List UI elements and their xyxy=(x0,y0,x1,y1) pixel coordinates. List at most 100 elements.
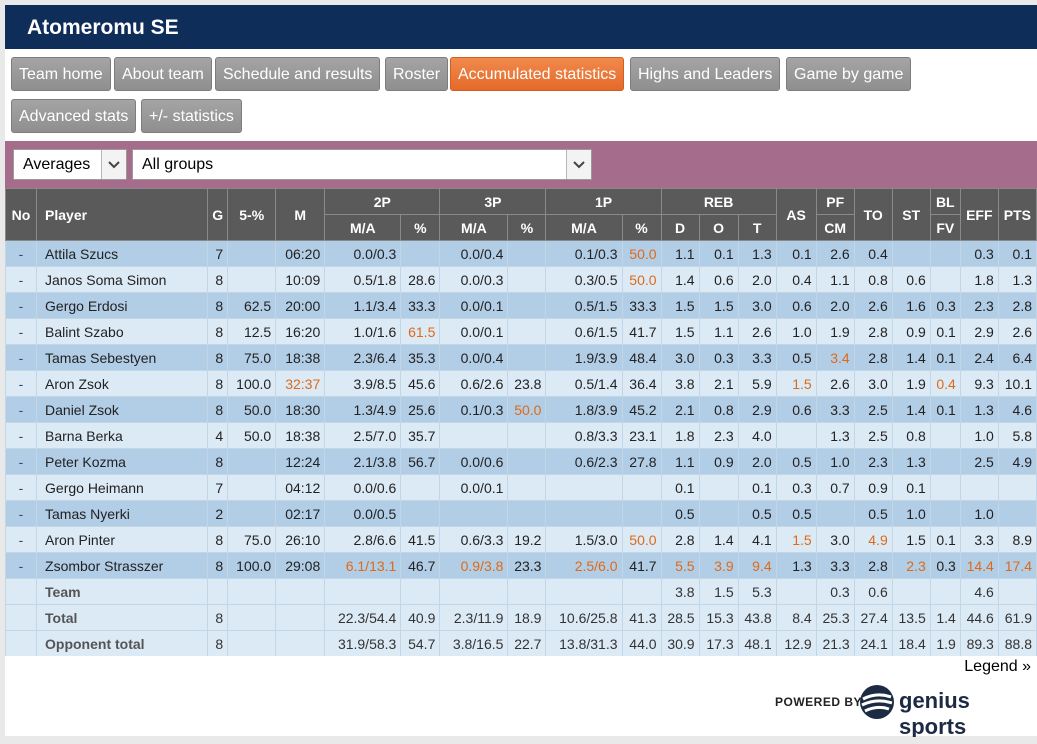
col-player[interactable]: Player xyxy=(36,188,209,241)
stat-cell-t: 1.3 xyxy=(737,240,777,267)
stat-cell-pf: 3.0 xyxy=(815,526,855,553)
total-cell-pf: 25.3 xyxy=(815,604,855,631)
col-st[interactable]: ST xyxy=(891,188,931,241)
stat-cell-p1p: 27.8 xyxy=(621,448,662,475)
stat-cell-five: 75.0 xyxy=(227,526,277,553)
stat-cell-p3ma: 0.0/0.6 xyxy=(439,448,509,475)
player-no: - xyxy=(4,318,38,345)
stat-cell-p1ma: 1.5/3.0 xyxy=(545,526,623,553)
stat-cell-p2ma: 2.8/6.6 xyxy=(324,526,402,553)
col-pf[interactable]: PF xyxy=(815,188,855,215)
player-name-link[interactable]: Peter Kozma xyxy=(36,448,209,475)
table-row: - Zsombor Strasszer 8 100.0 29:08 6.1/13.1 46.… xyxy=(4,552,1037,579)
col-to[interactable]: TO xyxy=(853,188,893,241)
stat-cell-d: 0.5 xyxy=(660,500,700,527)
player-name-link[interactable]: Gergo Erdosi xyxy=(36,292,209,319)
total-cell-d: 3.8 xyxy=(660,578,700,605)
stat-cell-bl: 0.1 xyxy=(929,396,961,423)
col-no[interactable]: No xyxy=(4,188,38,241)
stat-cell-o: 0.9 xyxy=(698,448,739,475)
col-2p-ma[interactable]: M/A xyxy=(324,214,402,241)
stat-cell-p1ma xyxy=(545,500,623,527)
col-five-pct[interactable]: 5-% xyxy=(227,188,277,241)
stat-cell-p3p xyxy=(507,474,547,501)
player-name-link[interactable]: Balint Szabo xyxy=(36,318,209,345)
stat-cell-p2ma: 2.5/7.0 xyxy=(324,422,402,449)
stat-cell-g: 8 xyxy=(207,344,229,371)
tab-roster[interactable]: Roster xyxy=(385,57,449,91)
player-name-link[interactable]: Aron Zsok xyxy=(36,370,209,397)
stat-cell-eff: 2.9 xyxy=(959,318,999,345)
tab-team-home[interactable]: Team home xyxy=(11,57,111,91)
col-1p-ma[interactable]: M/A xyxy=(545,214,623,241)
stat-cell-pf: 2.0 xyxy=(815,292,855,319)
stat-cell-eff: 2.3 xyxy=(959,292,999,319)
col-as[interactable]: AS xyxy=(775,188,817,241)
stat-cell-m: 26:10 xyxy=(275,526,326,553)
col-bl[interactable]: BL xyxy=(929,188,961,215)
player-no: - xyxy=(4,500,38,527)
player-name-link[interactable]: Barna Berka xyxy=(36,422,209,449)
stat-cell-pf xyxy=(815,500,855,527)
stat-cell-g: 4 xyxy=(207,422,229,449)
tab-accumulated-statistics[interactable]: Accumulated statistics xyxy=(450,57,625,91)
stat-cell-p2p: 61.5 xyxy=(400,318,441,345)
tab-highs-and-leaders[interactable]: Highs and Leaders xyxy=(630,57,781,91)
total-cell-pts: 61.9 xyxy=(997,604,1037,631)
col-reb-t[interactable]: T xyxy=(737,214,777,241)
col-1p-pct[interactable]: % xyxy=(621,214,662,241)
col-reb-d[interactable]: D xyxy=(660,214,700,241)
player-name-link[interactable]: Gergo Heimann xyxy=(36,474,209,501)
stat-cell-bl: 0.1 xyxy=(929,344,961,371)
stat-mode-select[interactable]: Averages xyxy=(13,149,127,180)
stat-cell-d: 3.0 xyxy=(660,344,700,371)
col-pts[interactable]: PTS xyxy=(997,188,1037,241)
player-name-link[interactable]: Daniel Zsok xyxy=(36,396,209,423)
stat-cell-p2p: 35.3 xyxy=(400,344,441,371)
stat-cell-p3ma: 0.0/0.3 xyxy=(439,266,509,293)
stat-cell-pts: 2.6 xyxy=(997,318,1037,345)
col-2p-pct[interactable]: % xyxy=(400,214,441,241)
player-name-link[interactable]: Janos Soma Simon xyxy=(36,266,209,293)
col-m[interactable]: M xyxy=(275,188,326,241)
stat-cell-g: 8 xyxy=(207,266,229,293)
group-select[interactable]: All groups xyxy=(132,149,592,180)
stat-cell-p2ma: 1.1/3.4 xyxy=(324,292,402,319)
col-reb-o[interactable]: O xyxy=(698,214,739,241)
player-name-link[interactable]: Aron Pinter xyxy=(36,526,209,553)
stat-cell-g: 8 xyxy=(207,396,229,423)
col-3p-ma[interactable]: M/A xyxy=(439,214,509,241)
total-cell-p3ma: 2.3/11.9 xyxy=(439,604,509,631)
chevron-down-icon xyxy=(566,150,591,179)
tab-advanced-stats[interactable]: Advanced stats xyxy=(11,99,137,133)
player-name-link[interactable]: Attila Szucs xyxy=(36,240,209,267)
player-name-link[interactable]: Tamas Nyerki xyxy=(36,500,209,527)
stat-cell-m: 32:37 xyxy=(275,370,326,397)
group-value: All groups xyxy=(142,156,214,173)
stat-cell-st: 1.0 xyxy=(891,500,931,527)
col-g[interactable]: G xyxy=(207,188,229,241)
stat-cell-t: 2.6 xyxy=(737,318,777,345)
stat-cell-t: 2.0 xyxy=(737,266,777,293)
col-3p-pct[interactable]: % xyxy=(507,214,547,241)
player-name-link[interactable]: Zsombor Strasszer xyxy=(36,552,209,579)
total-cell-bl: 1.9 xyxy=(929,630,961,657)
table-row: - Gergo Erdosi 8 62.5 20:00 1.1/3.4 33.3 0.0/0.… xyxy=(4,292,1037,319)
col-fv[interactable]: FV xyxy=(929,214,961,241)
stat-cell-g: 8 xyxy=(207,526,229,553)
total-cell-t: 43.8 xyxy=(737,604,777,631)
tab-about-team[interactable]: About team xyxy=(114,57,212,91)
legend-link[interactable]: Legend » xyxy=(964,658,1031,675)
col-eff[interactable]: EFF xyxy=(959,188,999,241)
tab-schedule-and-results[interactable]: Schedule and results xyxy=(215,57,381,91)
table-row: - Attila Szucs 7 06:20 0.0/0.3 0.0/0.4 0.1/0.3… xyxy=(4,240,1037,267)
stat-cell-p3p xyxy=(507,292,547,319)
player-name-link[interactable]: Tamas Sebestyen xyxy=(36,344,209,371)
totals-row: Total 8 22.3/54.4 40.9 2.3/11.9 18.9 10.6/25.8… xyxy=(4,604,1037,631)
totals-no xyxy=(4,604,38,631)
stat-cell-p3ma: 0.0/0.4 xyxy=(439,240,509,267)
total-cell-eff: 4.6 xyxy=(959,578,999,605)
col-cm[interactable]: CM xyxy=(815,214,855,241)
tab-plus-minus-statistics[interactable]: +/- statistics xyxy=(141,99,242,133)
tab-game-by-game[interactable]: Game by game xyxy=(786,57,912,91)
